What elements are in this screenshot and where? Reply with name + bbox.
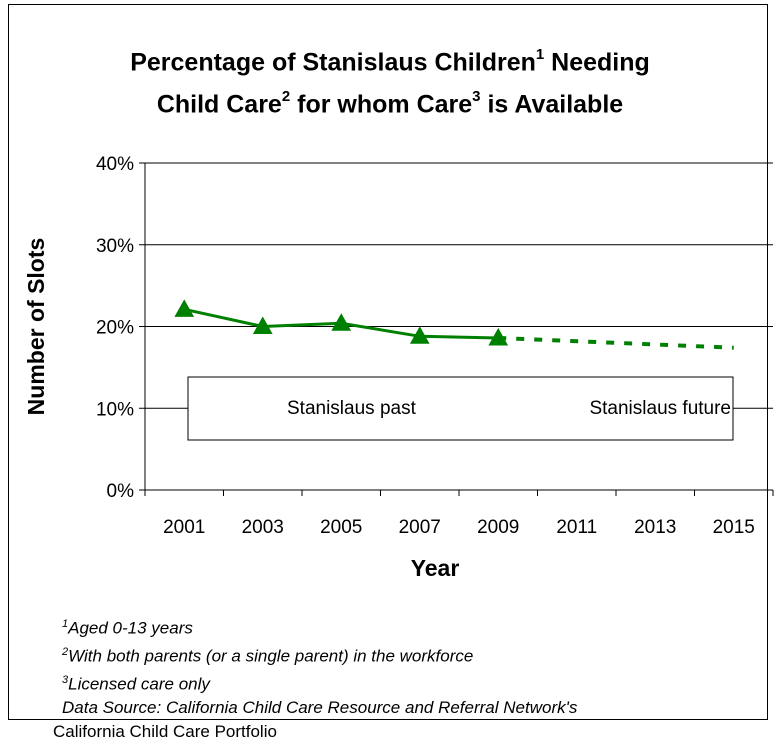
footnote-3: 3Licensed care only <box>62 670 210 695</box>
line-chart: 0% 10% 20% 30% 40% 2001 2003 2005 2007 2009 2011 20… <box>23 154 774 581</box>
data-point-marker <box>174 299 195 317</box>
legend-box <box>187 376 734 441</box>
x-tick-label: 2009 <box>477 517 519 538</box>
legend-label-past: Stanislaus past <box>287 398 417 419</box>
title-superscript: 3 <box>472 88 481 105</box>
footnote-text: Aged 0-13 years <box>68 618 193 638</box>
x-tick-label: 2005 <box>320 517 362 538</box>
chart-title-line-1: Percentage of Stanislaus Children1 Needi… <box>0 42 780 77</box>
y-tick-label: 10% <box>96 399 134 420</box>
data-source-portfolio: California Child Care Portfolio <box>53 722 277 741</box>
y-tick-label: 30% <box>96 236 134 257</box>
data-source: Data Source: California Child Care Resou… <box>62 698 578 717</box>
series-line-future <box>498 335 734 350</box>
chart-title-line-2: Child Care2 for whom Care3 is Available <box>0 84 780 119</box>
y-axis-title: Number of Slots <box>23 238 49 416</box>
footnote-marker: 3 <box>62 674 69 686</box>
x-tick-label: 2011 <box>556 517 597 538</box>
footnote-1: 1Aged 0-13 years <box>62 614 193 639</box>
title-text: is Available <box>480 90 624 119</box>
footnote-marker: 1 <box>62 618 69 630</box>
footnote-marker: 2 <box>62 646 69 658</box>
data-point-marker <box>252 316 273 334</box>
data-point-marker <box>409 326 430 344</box>
x-tick-label: 2015 <box>713 517 755 538</box>
title-text: Needing <box>544 48 650 77</box>
title-text: Child Care <box>156 90 282 119</box>
data-point-marker <box>331 313 352 331</box>
x-tick-label: 2013 <box>634 517 676 538</box>
legend-label-future: Stanislaus future <box>589 398 731 419</box>
y-tick-label: 0% <box>107 481 135 502</box>
x-tick-label: 2007 <box>399 517 441 538</box>
title-text: Percentage of Stanislaus Children <box>130 48 536 77</box>
footnote-text: With both parents (or a single parent) i… <box>68 646 474 666</box>
x-axis-title: Year <box>411 555 460 581</box>
y-tick-label: 40% <box>96 154 134 175</box>
footnote-text: Licensed care only <box>68 674 210 694</box>
title-text: for whom Care <box>290 90 473 119</box>
x-tick-label: 2001 <box>163 517 205 538</box>
chart-frame <box>8 4 768 720</box>
title-superscript: 1 <box>535 46 545 63</box>
y-tick-label: 20% <box>96 318 134 339</box>
title-superscript: 2 <box>281 88 291 105</box>
footnote-2: 2With both parents (or a single parent) … <box>62 642 473 667</box>
x-tick-label: 2003 <box>242 517 284 538</box>
